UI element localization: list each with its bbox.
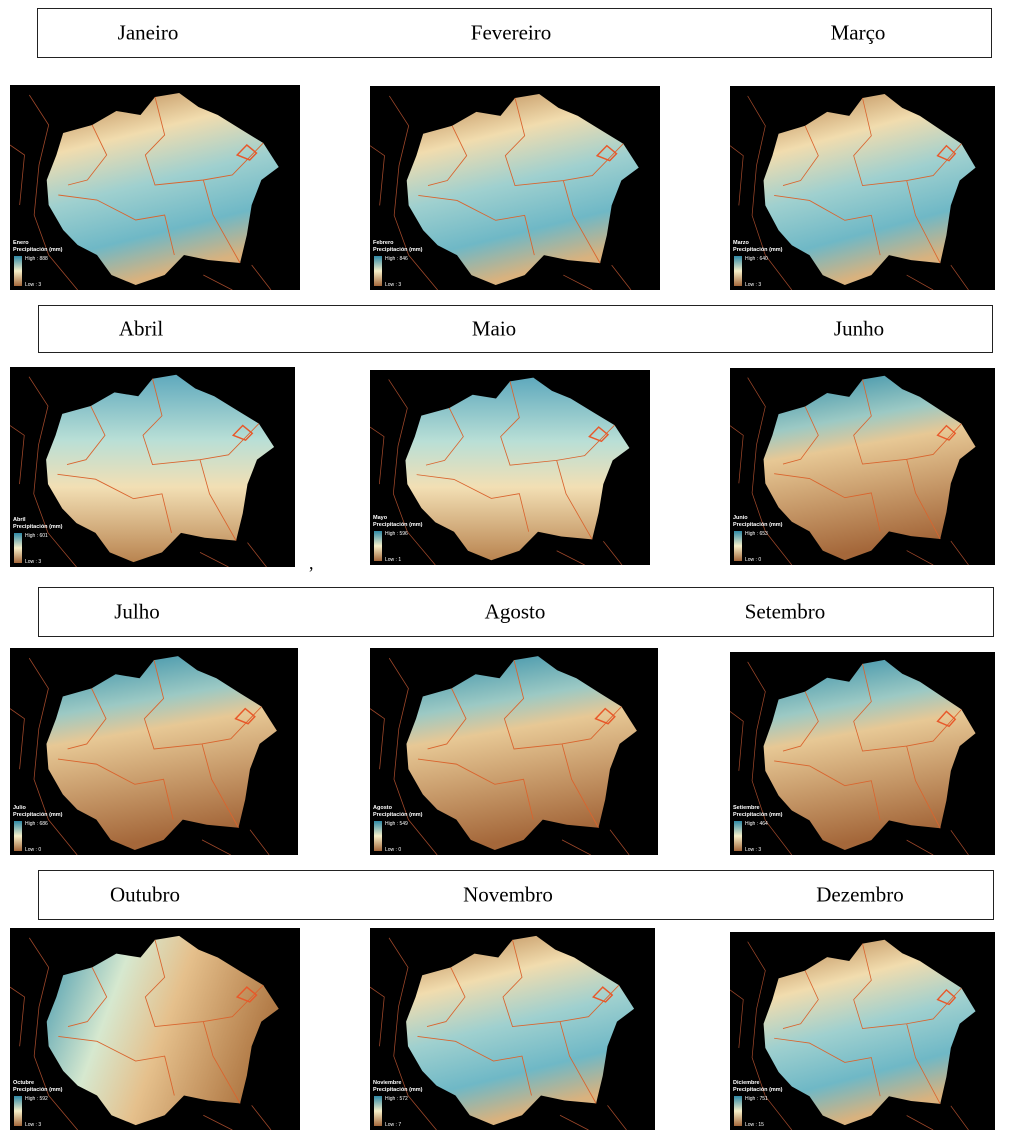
legend-title: Precipitación (mm)	[733, 1087, 783, 1093]
legend-low: Low : 3	[25, 559, 41, 565]
legend-swatch	[14, 533, 22, 563]
legend-swatch	[374, 821, 382, 851]
legend-title: Precipitación (mm)	[13, 812, 63, 818]
month-label: Fevereiro	[471, 21, 551, 46]
legend-swatch	[734, 1096, 742, 1126]
legend-high: High : 596	[385, 531, 408, 537]
legend-title: Precipitación (mm)	[373, 247, 423, 253]
legend-low: Low : 1	[385, 557, 401, 563]
month-label: Agosto	[485, 600, 546, 625]
month-label: Abril	[119, 317, 163, 342]
legend-low: Low : 3	[745, 847, 761, 853]
legend-swatch	[374, 531, 382, 561]
month-label: Junho	[834, 317, 884, 342]
legend-title: Precipitación (mm)	[13, 1087, 63, 1093]
precipitation-map: AgostoPrecipitación (mm) High : 549 Low : …	[370, 648, 658, 855]
legend-title: Precipitación (mm)	[733, 812, 783, 818]
map-label: Mayo	[373, 515, 388, 521]
map-label: Abril	[13, 517, 26, 523]
month-label: Março	[831, 21, 886, 46]
legend-title: Precipitación (mm)	[373, 522, 423, 528]
map-label: Octubre	[13, 1080, 34, 1086]
precipitation-map: FebreroPrecipitación (mm) High : 846 Low :…	[370, 86, 660, 290]
legend-high: High : 640	[745, 256, 768, 262]
legend-low: Low : 0	[745, 557, 761, 563]
legend-high: High : 601	[25, 533, 48, 539]
legend-title: Precipitación (mm)	[13, 524, 63, 530]
map-label: Febrero	[373, 240, 394, 246]
legend-swatch	[734, 256, 742, 286]
legend-low: Low : 3	[25, 1122, 41, 1128]
map-label: Agosto	[373, 805, 393, 811]
map-label: Noviembre	[373, 1080, 401, 1086]
map-label: Junio	[733, 515, 748, 521]
legend-title: Precipitación (mm)	[733, 522, 783, 528]
map-label: Marzo	[733, 240, 750, 246]
legend-low: Low : 0	[25, 847, 41, 853]
legend-high: High : 653	[745, 531, 768, 537]
legend-swatch	[374, 256, 382, 286]
legend-high: High : 549	[385, 821, 408, 827]
precipitation-map: NoviembrePrecipitación (mm) High : 572 Low…	[370, 928, 655, 1130]
legend-title: Precipitación (mm)	[373, 1087, 423, 1093]
legend-high: High : 751	[745, 1096, 768, 1102]
legend-swatch	[14, 821, 22, 851]
month-label: Outubro	[110, 883, 180, 908]
precipitation-map: DiciembrePrecipitación (mm) High : 751 Low…	[730, 932, 995, 1130]
legend-swatch	[14, 1096, 22, 1126]
legend-swatch	[734, 821, 742, 851]
legend-title: Precipitación (mm)	[733, 247, 783, 253]
legend-swatch	[374, 1096, 382, 1126]
month-label: Novembro	[463, 883, 553, 908]
map-label: Diciembre	[733, 1080, 760, 1086]
legend-high: High : 572	[385, 1096, 408, 1102]
month-label: Maio	[472, 317, 516, 342]
legend-title: Precipitación (mm)	[373, 812, 423, 818]
legend-low: Low : 7	[385, 1122, 401, 1128]
month-label: Dezembro	[816, 883, 903, 908]
month-label: Julho	[114, 600, 160, 625]
month-label: Setembro	[745, 600, 825, 625]
month-label: Janeiro	[118, 21, 179, 46]
stray-mark: ,	[309, 553, 314, 574]
legend-low: Low : 3	[25, 282, 41, 288]
page: JaneiroFevereiroMarçoEneroPrecipitación …	[0, 0, 1010, 1133]
legend-swatch	[734, 531, 742, 561]
legend-high: High : 686	[25, 821, 48, 827]
legend-high: High : 464	[745, 821, 768, 827]
legend-low: Low : 3	[745, 282, 761, 288]
map-label: Setiembre	[733, 805, 760, 811]
legend-title: Precipitación (mm)	[13, 247, 63, 253]
legend-swatch	[14, 256, 22, 286]
legend-low: Low : 0	[385, 847, 401, 853]
legend-high: High : 846	[385, 256, 408, 262]
precipitation-map: AbrilPrecipitación (mm) High : 601 Low : 3	[10, 367, 295, 567]
legend-low: Low : 15	[745, 1122, 764, 1128]
legend-low: Low : 3	[385, 282, 401, 288]
map-label: Julio	[13, 805, 26, 811]
map-label: Enero	[13, 240, 29, 246]
legend-high: High : 592	[25, 1096, 48, 1102]
legend-high: High : 888	[25, 256, 48, 262]
